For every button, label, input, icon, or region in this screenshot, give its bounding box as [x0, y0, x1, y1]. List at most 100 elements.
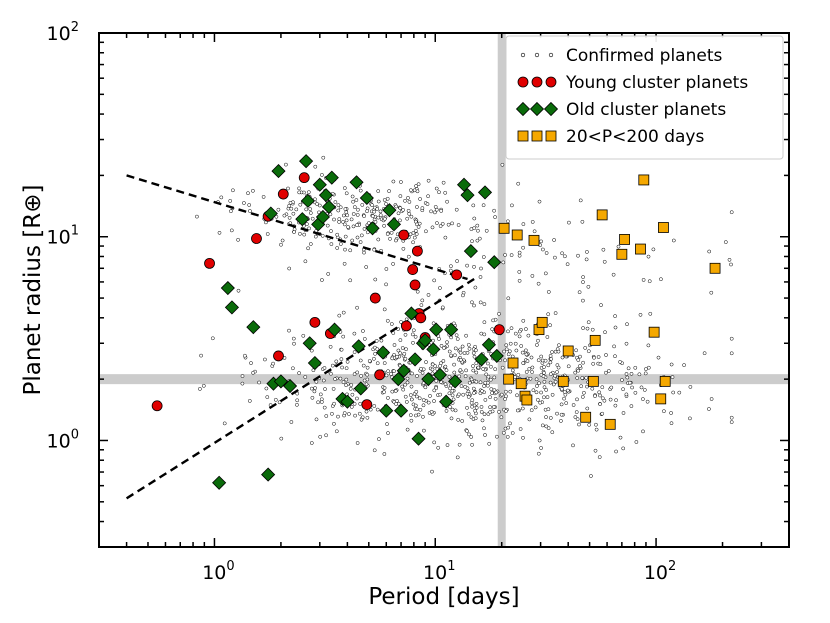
- confirmed-planet-point: [562, 390, 567, 394]
- confirmed-planet-point: [487, 441, 492, 446]
- confirmed-planet-point: [279, 242, 283, 247]
- mid-period-planet-point: [709, 262, 721, 274]
- confirmed-planet-point: [574, 410, 579, 414]
- confirmed-planet-point: [647, 279, 652, 284]
- confirmed-planet-point: [247, 203, 252, 207]
- mid-period-planet-point: [659, 375, 671, 387]
- confirmed-planet-point: [557, 343, 561, 348]
- confirmed-planet-point: [219, 195, 224, 200]
- confirmed-planet-point: [481, 367, 486, 371]
- confirmed-planet-point: [401, 208, 405, 212]
- confirmed-planet-point: [349, 405, 354, 409]
- confirmed-planet-point: [485, 383, 490, 388]
- confirmed-planet-point: [423, 385, 428, 390]
- confirmed-planet-point: [373, 277, 378, 282]
- confirmed-planet-point: [349, 383, 354, 387]
- confirmed-planet-point: [426, 178, 431, 183]
- confirmed-planet-point: [482, 384, 486, 388]
- confirmed-planet-point: [422, 428, 426, 433]
- confirmed-planet-point: [509, 253, 514, 257]
- confirmed-planet-point: [548, 380, 553, 385]
- legend-marker-mid-period: [517, 130, 529, 142]
- confirmed-planet-point: [310, 216, 315, 221]
- confirmed-planet-point: [330, 411, 334, 416]
- old-planet-point: [300, 193, 315, 208]
- legend-marker-old: [515, 101, 531, 117]
- confirmed-planet-point: [546, 290, 551, 294]
- old-planet-point: [379, 403, 394, 418]
- confirmed-planet-point: [475, 238, 480, 243]
- old-planet-point: [487, 255, 502, 270]
- confirmed-planet-point: [574, 348, 578, 353]
- confirmed-planet-point: [411, 340, 415, 345]
- confirmed-planet-point: [318, 434, 323, 439]
- legend-marker-old: [543, 101, 559, 117]
- confirmed-planet-point: [329, 371, 333, 376]
- confirmed-planet-point: [289, 420, 294, 424]
- confirmed-planet-point: [305, 222, 309, 226]
- confirmed-planet-point: [413, 219, 418, 224]
- confirmed-planet-point: [284, 162, 288, 167]
- confirmed-planet-point: [389, 322, 394, 326]
- confirmed-planet-point: [411, 328, 416, 333]
- confirmed-planet-point: [341, 213, 346, 218]
- confirmed-planet-point: [471, 364, 475, 368]
- confirmed-planet-point: [236, 237, 240, 242]
- confirmed-planet-point: [671, 238, 676, 243]
- confirmed-planet-point: [343, 207, 348, 211]
- confirmed-planet-point: [575, 397, 579, 402]
- shaded-bands: [99, 33, 789, 547]
- confirmed-planet-point: [559, 387, 564, 391]
- confirmed-planet-point: [395, 354, 399, 359]
- confirmed-planet-point: [384, 282, 388, 287]
- confirmed-planet-point: [341, 220, 345, 224]
- confirmed-planet-point: [351, 199, 355, 204]
- confirmed-planet-point: [555, 411, 559, 416]
- confirmed-planet-point: [340, 365, 344, 370]
- confirmed-planet-point: [378, 213, 383, 217]
- confirmed-planet-point: [319, 400, 324, 404]
- old-planet-point: [312, 177, 327, 192]
- confirmed-planet-point: [502, 349, 506, 354]
- confirmed-planet-point: [550, 430, 555, 435]
- confirmed-planet-point: [510, 203, 514, 208]
- old-planet-point: [418, 333, 433, 348]
- confirmed-planet-point: [362, 214, 366, 218]
- confirmed-planet-point: [429, 409, 434, 414]
- confirmed-planet-point: [459, 357, 463, 362]
- confirmed-planet-point: [222, 421, 227, 426]
- confirmed-planet-point: [593, 448, 598, 453]
- confirmed-planet-point: [626, 366, 631, 371]
- confirmed-planet-point: [386, 431, 390, 435]
- confirmed-planet-point: [201, 383, 206, 388]
- confirmed-planet-point: [503, 358, 507, 363]
- confirmed-planet-point: [536, 451, 541, 456]
- confirmed-planet-point: [642, 388, 647, 392]
- confirmed-planet-point: [629, 371, 634, 376]
- confirmed-planet-point: [489, 387, 494, 391]
- confirmed-planet-point: [559, 419, 563, 423]
- confirmed-planet-point: [520, 406, 525, 411]
- confirmed-planet-point: [530, 220, 535, 224]
- confirmed-planet-point: [563, 254, 567, 259]
- y-axis-label: Planet radius [R⊕]: [20, 184, 46, 395]
- confirmed-planet-point: [471, 368, 476, 373]
- confirmed-planet-point: [470, 300, 474, 305]
- confirmed-planet-point: [637, 372, 642, 377]
- mid-period-planet-point: [604, 418, 616, 430]
- confirmed-planet-point: [482, 426, 486, 431]
- confirmed-planet-point: [398, 206, 403, 210]
- confirmed-planet-point: [308, 207, 313, 211]
- confirmed-planet-point: [709, 290, 714, 295]
- confirmed-planet-point: [396, 348, 401, 353]
- confirmed-planet-point: [348, 248, 353, 253]
- confirmed-planet-point: [365, 372, 370, 377]
- confirmed-planet-point: [342, 261, 347, 266]
- mid-period-planet-point: [507, 357, 519, 369]
- confirmed-planet-point: [470, 442, 474, 447]
- confirmed-planet-point: [432, 399, 436, 403]
- confirmed-planet-point: [308, 242, 313, 246]
- old-planet-point: [393, 403, 409, 418]
- confirmed-planet-point: [292, 230, 296, 234]
